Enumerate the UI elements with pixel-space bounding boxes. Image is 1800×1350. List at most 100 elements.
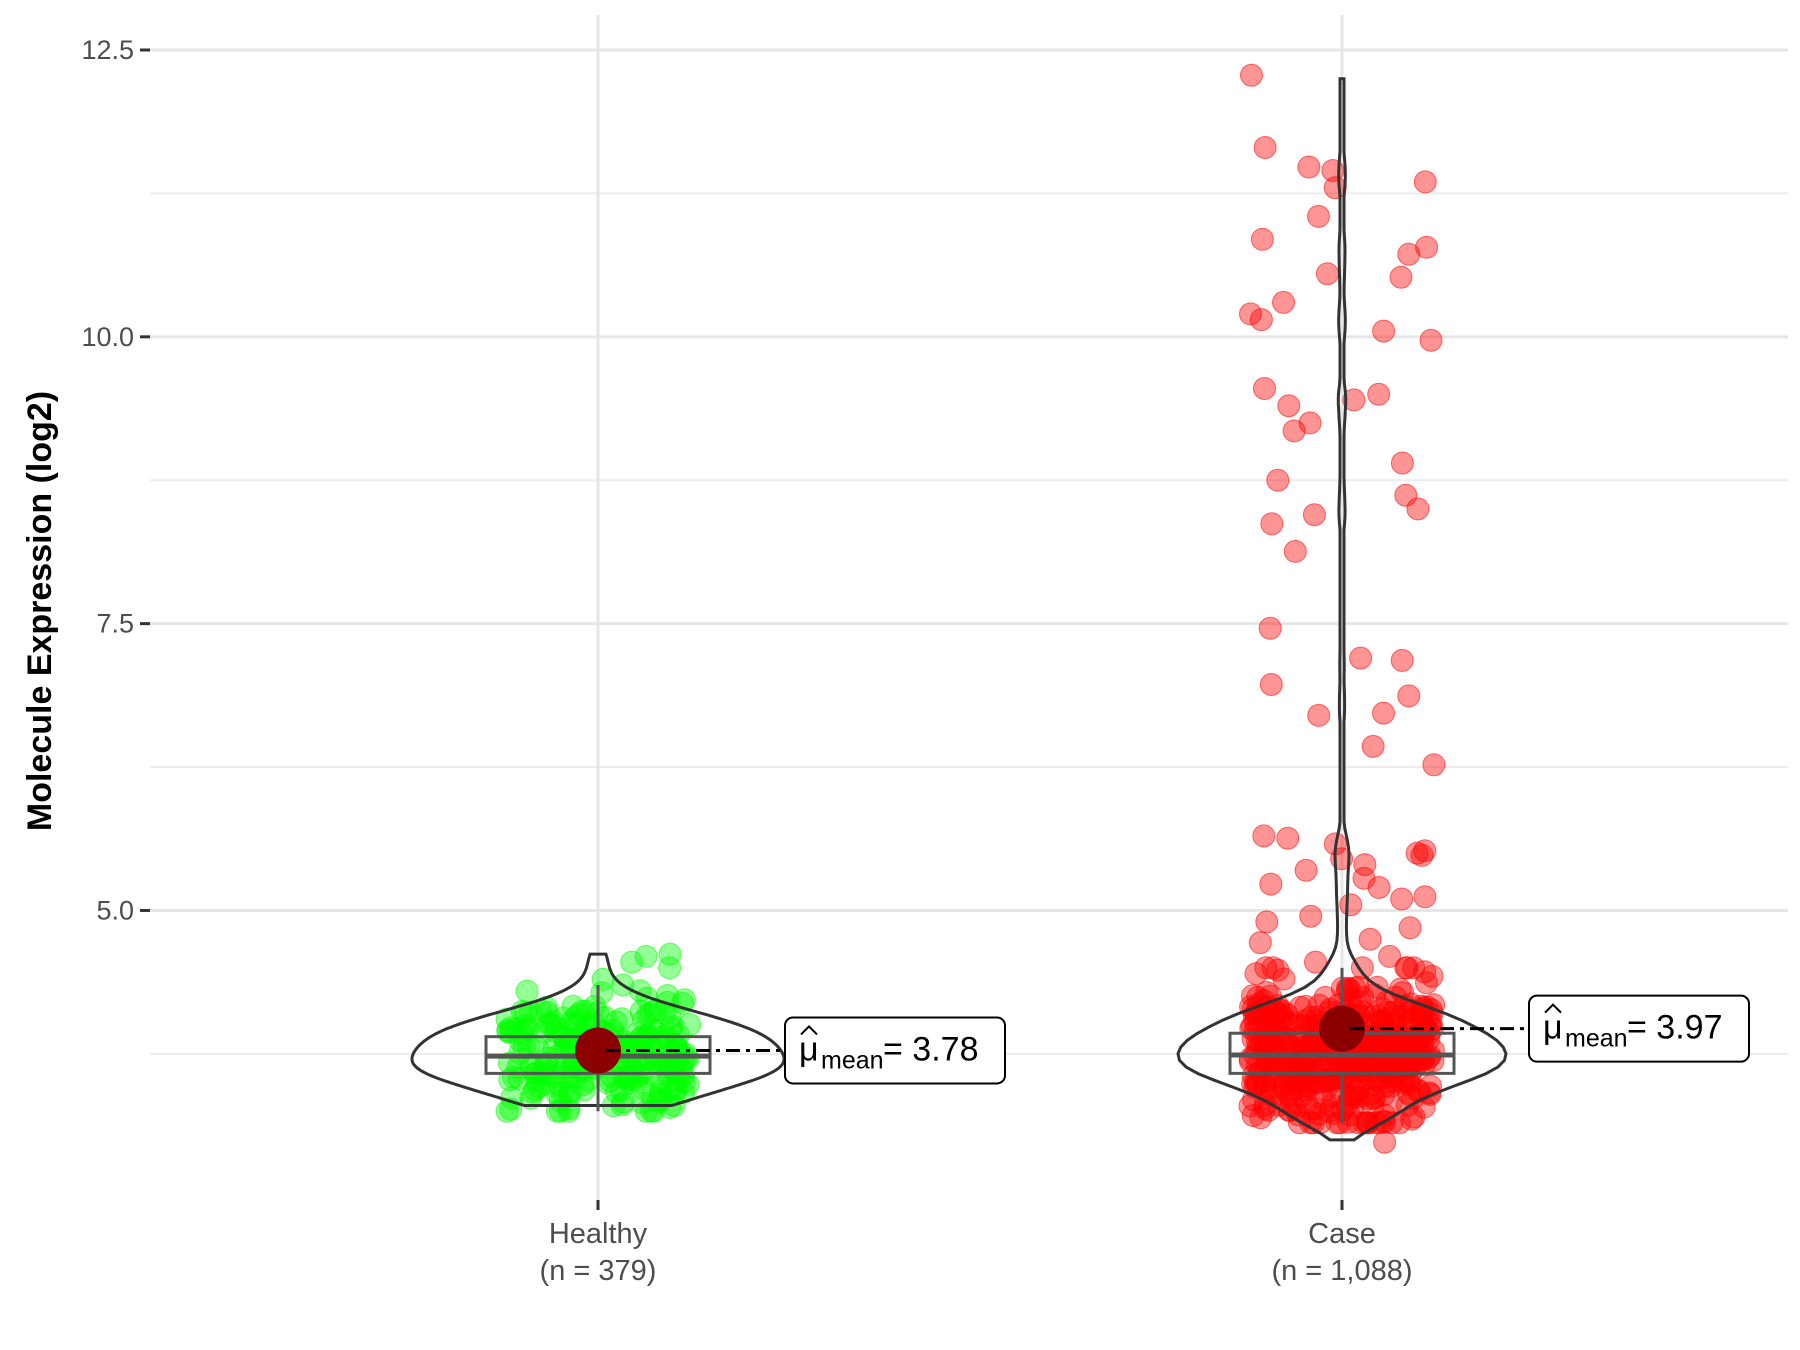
data-point: [1361, 1094, 1384, 1118]
data-point: [636, 1002, 660, 1026]
data-point: [658, 942, 682, 966]
mean-markers: μ mean = 3.78μ mean = 3.97: [575, 994, 1750, 1085]
violin-outline: [1176, 77, 1508, 1142]
x-axis: Healthy (n = 379) Case (n = 1,088): [540, 1200, 1413, 1287]
data-point: [1249, 1106, 1273, 1130]
data-point: [1342, 388, 1366, 412]
data-point: [1259, 673, 1283, 696]
y-axis-label: Molecule Expression (log2): [21, 391, 59, 831]
data-point: [1266, 958, 1290, 982]
y-tick-label: 7.5: [96, 609, 134, 639]
data-point: [593, 1005, 617, 1029]
y-tick-label: 12.5: [81, 35, 134, 65]
data-point: [1378, 944, 1402, 968]
data-point: [1313, 985, 1337, 1009]
violins: [410, 77, 1508, 1142]
mean-point: [1319, 1005, 1365, 1052]
data-point: [1241, 1104, 1265, 1127]
data-point: [1367, 382, 1391, 406]
data-point: [1307, 204, 1330, 228]
data-point: [1297, 155, 1321, 179]
data-point: [561, 994, 585, 1018]
data-point: [1248, 931, 1272, 955]
data-point: [1255, 910, 1279, 934]
mean-label-sub: mean: [1565, 1025, 1628, 1053]
x-category-label: Healthy: [549, 1218, 648, 1250]
data-point: [1353, 853, 1377, 877]
data-point: [658, 1005, 682, 1029]
data-point: [1315, 262, 1339, 286]
data-point: [1314, 1078, 1338, 1101]
data-point: [672, 1070, 696, 1094]
data-point: [1398, 916, 1422, 940]
data-point: [1352, 866, 1376, 890]
y-axis: 5.0 7.5 10.0 12.5: [81, 35, 150, 925]
x-category-label: Case: [1308, 1218, 1376, 1250]
mean-hat-icon: [800, 1025, 818, 1036]
data-point: [1313, 1089, 1337, 1113]
data-point: [1244, 962, 1268, 986]
data-point: [1282, 419, 1306, 443]
data-point: [620, 950, 644, 974]
data-point: [1372, 701, 1395, 725]
data-point: [1367, 876, 1391, 899]
data-point: [1339, 893, 1363, 917]
data-point: [1413, 839, 1437, 863]
data-point: [1348, 990, 1372, 1014]
data-point: [640, 1041, 664, 1065]
data-point: [1402, 956, 1426, 980]
data-point: [1249, 308, 1273, 332]
data-point: [535, 1000, 559, 1024]
data-point: [1276, 826, 1300, 850]
mean-label-value: = 3.78: [883, 1030, 978, 1068]
mean-label-sub: mean: [821, 1046, 884, 1074]
data-point: [1406, 497, 1430, 521]
data-point: [1307, 993, 1331, 1017]
data-point: [541, 1009, 565, 1033]
data-point: [1389, 265, 1413, 289]
data-point: [1307, 703, 1331, 727]
data-point: [1278, 1083, 1302, 1107]
data-point: [649, 1079, 673, 1103]
data-point: [1390, 451, 1414, 475]
data-point: [519, 1086, 543, 1110]
mean-label-mu: μ: [799, 1030, 819, 1068]
data-point: [1250, 227, 1274, 251]
mean-label-box: [1528, 994, 1750, 1063]
data-point: [634, 944, 658, 968]
data-point: [1272, 290, 1295, 314]
data-point: [515, 979, 539, 1003]
data-point: [1266, 468, 1290, 492]
data-point: [1394, 956, 1418, 980]
data-point: [1247, 992, 1271, 1016]
data-point: [1413, 885, 1437, 909]
data-point: [1372, 319, 1396, 343]
data-point: [1253, 136, 1277, 159]
data-point: [649, 1088, 673, 1112]
data-point: [1351, 986, 1375, 1010]
data-point: [1258, 616, 1282, 640]
data-point: [510, 1021, 533, 1045]
data-point: [1419, 328, 1443, 352]
data-point: [1422, 753, 1446, 777]
data-point: [1397, 242, 1421, 266]
data-point: [657, 1078, 681, 1102]
mean-point: [575, 1027, 621, 1074]
data-point: [1358, 927, 1382, 951]
data-point: [1260, 512, 1284, 536]
data-point: [1356, 1087, 1380, 1111]
data-point: [1297, 1059, 1321, 1083]
mean-label-mu: μ: [1543, 1009, 1563, 1047]
data-point: [1410, 843, 1434, 867]
data-point: [672, 988, 696, 1012]
data-point: [1390, 648, 1414, 672]
data-point: [1405, 1048, 1429, 1072]
mean-label-box: [784, 1016, 1006, 1085]
data-point: [1373, 1130, 1397, 1154]
data-point: [1253, 377, 1276, 400]
data-point: [1294, 858, 1318, 882]
data-point: [1240, 63, 1263, 87]
data-point: [1415, 235, 1439, 259]
data-point: [499, 1016, 523, 1040]
